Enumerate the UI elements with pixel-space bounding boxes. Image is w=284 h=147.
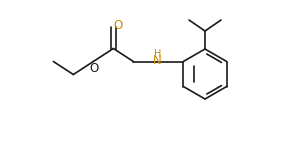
Text: N: N (153, 54, 162, 67)
Text: H: H (154, 49, 161, 59)
Text: O: O (114, 19, 123, 32)
Text: O: O (90, 62, 99, 75)
